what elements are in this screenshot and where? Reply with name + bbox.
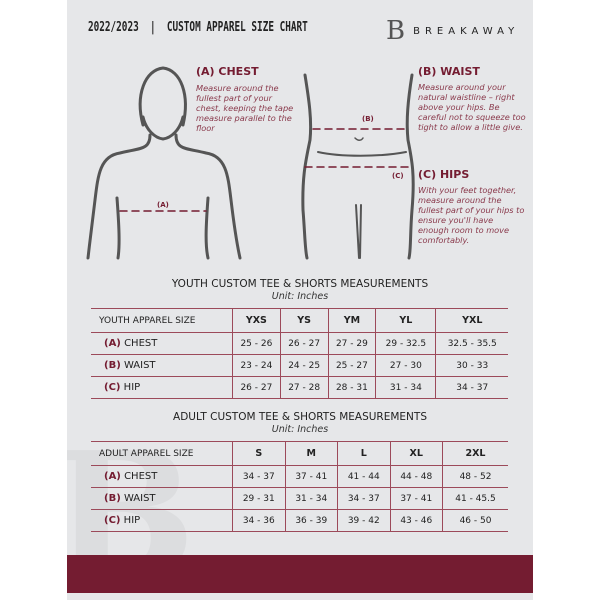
adult-size-table: ADULT APPAREL SIZE S M L XL 2XL (A) CHES… xyxy=(91,441,508,532)
chest-heading: (A) CHEST xyxy=(196,65,259,78)
size-value-cell: 36 - 39 xyxy=(284,509,338,532)
size-value-cell: 29 - 31 xyxy=(232,487,285,510)
header-cell: L xyxy=(337,441,390,466)
size-value-cell: 44 - 48 xyxy=(389,465,443,488)
chest-marker: (A) xyxy=(157,201,169,209)
row-label: (B) WAIST xyxy=(91,488,233,510)
table-header-row: ADULT APPAREL SIZE S M L XL 2XL xyxy=(91,441,508,466)
size-value-cell: 37 - 41 xyxy=(389,487,443,510)
table-header-row: YOUTH APPAREL SIZE YXS YS YM YL YXL xyxy=(91,308,508,333)
size-value-cell: 28 - 31 xyxy=(327,376,376,399)
chest-description: Measure around the fullest part of your … xyxy=(196,83,294,133)
size-value-cell: 39 - 42 xyxy=(337,509,390,532)
row-letter: (C) xyxy=(104,382,121,393)
waist-marker: (B) xyxy=(362,115,374,123)
adult-section-header: ADULT CUSTOM TEE & SHORTS MEASUREMENTS U… xyxy=(0,411,600,435)
size-value-cell: 41 - 45.5 xyxy=(442,487,508,510)
row-label-text: WAIST xyxy=(123,360,156,371)
header-cell: ADULT APPAREL SIZE xyxy=(99,448,194,459)
size-value-cell: 26 - 27 xyxy=(279,332,328,355)
row-letter: (A) xyxy=(104,338,121,349)
header-cell: S xyxy=(232,441,285,466)
size-value-cell: 48 - 52 xyxy=(442,465,508,488)
header-cell: 2XL xyxy=(442,441,508,466)
table-row: (C) HIP 34 - 36 36 - 39 39 - 42 43 - 46 46 - … xyxy=(91,509,508,532)
size-value-cell: 27 - 28 xyxy=(279,376,328,399)
row-label: (C) HIP xyxy=(91,377,233,399)
size-value-cell: 46 - 50 xyxy=(442,509,508,532)
header-cell: YXL xyxy=(435,308,508,333)
logo-mark: B xyxy=(386,16,406,46)
size-value-cell: 23 - 24 xyxy=(232,354,281,377)
table-row: (C) HIP 26 - 27 27 - 28 28 - 31 31 - 34 34 - … xyxy=(91,376,508,399)
header-cell: XL xyxy=(389,441,443,466)
page-title: 2022/2023 | CUSTOM APPAREL SIZE CHART xyxy=(88,20,308,35)
row-letter: (B) xyxy=(104,360,121,371)
footer-bar xyxy=(67,555,533,593)
size-value-cell: 34 - 37 xyxy=(232,465,285,488)
row-label: (A) CHEST xyxy=(91,333,233,355)
youth-size-table: YOUTH APPAREL SIZE YXS YS YM YL YXL (A) … xyxy=(91,308,508,399)
header-cell: YOUTH APPAREL SIZE xyxy=(99,315,196,326)
row-letter: (B) xyxy=(104,493,121,504)
header-cell: YL xyxy=(375,308,436,333)
row-letter: (C) xyxy=(104,515,121,526)
adult-unit: Unit: Inches xyxy=(271,424,329,435)
size-value-cell: 24 - 25 xyxy=(279,354,328,377)
row-label-text: CHEST xyxy=(124,471,158,482)
youth-unit: Unit: Inches xyxy=(271,291,329,302)
brand-name: BREAKAWAY xyxy=(413,25,520,37)
waist-heading: (B) WAIST xyxy=(418,65,480,78)
size-value-cell: 34 - 37 xyxy=(337,487,390,510)
hips-marker: (C) xyxy=(392,172,404,180)
size-value-cell: 27 - 30 xyxy=(375,354,436,377)
row-label: (B) WAIST xyxy=(91,355,233,377)
waist-hip-figure xyxy=(301,73,415,260)
row-label-text: CHEST xyxy=(124,338,158,349)
size-value-cell: 34 - 36 xyxy=(232,509,285,532)
header-cell: YXS xyxy=(232,308,281,333)
table-row: (A) CHEST 34 - 37 37 - 41 41 - 44 44 - 48 48 … xyxy=(91,465,508,488)
size-value-cell: 31 - 34 xyxy=(284,487,338,510)
size-value-cell: 30 - 33 xyxy=(435,354,508,377)
table-row: (B) WAIST 23 - 24 24 - 25 25 - 27 27 - 30 30 … xyxy=(91,354,508,377)
youth-title: YOUTH CUSTOM TEE & SHORTS MEASUREMENTS xyxy=(171,278,429,290)
row-letter: (A) xyxy=(104,471,121,482)
youth-section-header: YOUTH CUSTOM TEE & SHORTS MEASUREMENTS U… xyxy=(0,278,600,302)
size-value-cell: 32.5 - 35.5 xyxy=(435,332,508,355)
row-label-text: HIP xyxy=(123,382,141,393)
brand-logo: B BREAKAWAY xyxy=(386,18,519,44)
torso-figure xyxy=(86,66,242,260)
row-label: (C) HIP xyxy=(91,510,233,532)
size-value-cell: 41 - 44 xyxy=(337,465,390,488)
hips-heading: (C) HIPS xyxy=(418,168,470,181)
size-value-cell: 25 - 27 xyxy=(327,354,376,377)
waist-description: Measure around your natural waistline – … xyxy=(418,82,526,132)
table-row: (B) WAIST 29 - 31 31 - 34 34 - 37 37 - 41 41 … xyxy=(91,487,508,510)
table-row: (A) CHEST 25 - 26 26 - 27 27 - 29 29 - 32.5 3… xyxy=(91,332,508,355)
adult-title: ADULT CUSTOM TEE & SHORTS MEASUREMENTS xyxy=(173,411,427,423)
size-value-cell: 31 - 34 xyxy=(375,376,436,399)
hips-description: With your feet together, measure around … xyxy=(418,185,525,245)
row-label-text: WAIST xyxy=(123,493,156,504)
size-value-cell: 26 - 27 xyxy=(232,376,281,399)
size-value-cell: 37 - 41 xyxy=(284,465,338,488)
row-label-text: HIP xyxy=(123,515,141,526)
size-value-cell: 34 - 37 xyxy=(435,376,508,399)
header-cell: YS xyxy=(279,308,328,333)
measure-lines xyxy=(119,128,413,212)
size-value-cell: 29 - 32.5 xyxy=(375,332,436,355)
size-value-cell: 43 - 46 xyxy=(389,509,443,532)
size-value-cell: 25 - 26 xyxy=(232,332,281,355)
row-label: (A) CHEST xyxy=(91,466,233,488)
size-value-cell: 27 - 29 xyxy=(327,332,376,355)
header-cell: YM xyxy=(327,308,376,333)
header-cell: M xyxy=(284,441,338,466)
